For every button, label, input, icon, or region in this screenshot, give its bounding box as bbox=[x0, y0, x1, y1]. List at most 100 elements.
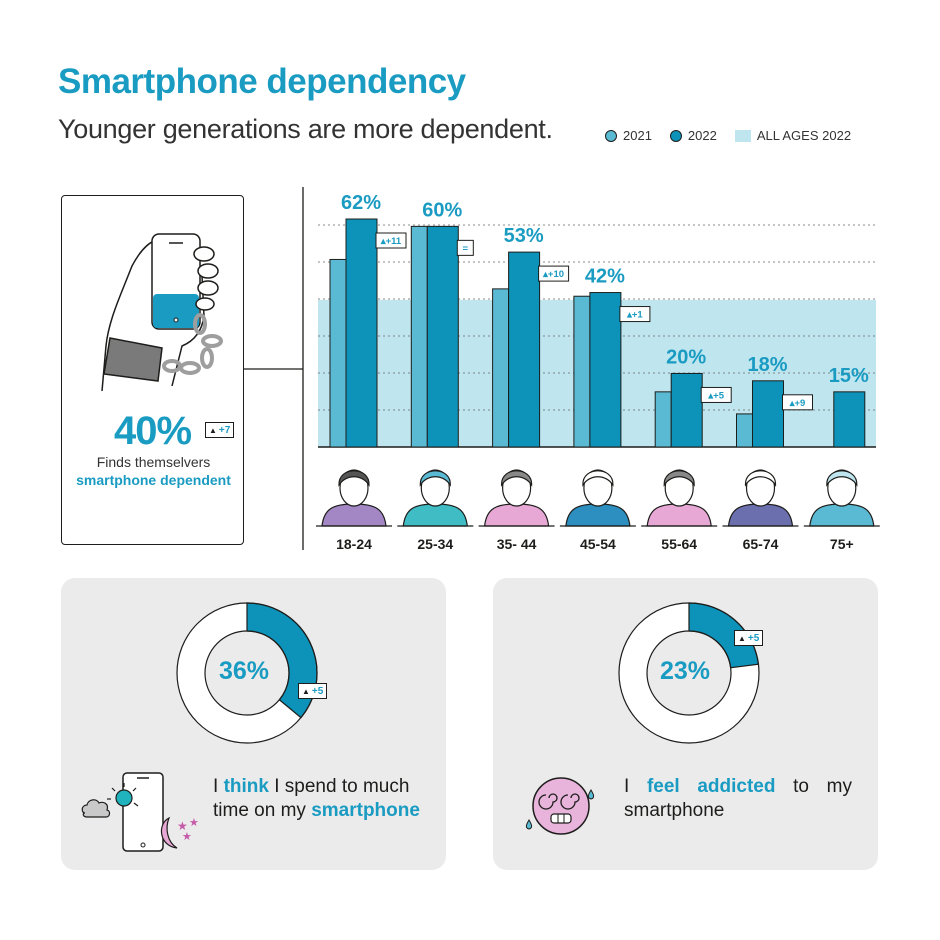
change-badge-text: = bbox=[463, 243, 469, 254]
person-avatar-icon bbox=[483, 503, 550, 527]
legend-label-all-ages: ALL AGES 2022 bbox=[756, 128, 852, 143]
donut-outline bbox=[176, 602, 318, 744]
bar-value-label: 18% bbox=[747, 354, 787, 376]
think-caption-mid: I spend to much time on my bbox=[213, 776, 410, 821]
bar-2022 bbox=[833, 391, 866, 448]
bar-2021 bbox=[736, 413, 753, 448]
bar-2021 bbox=[654, 391, 672, 448]
think-change-badge: ▲ +5 bbox=[298, 683, 328, 699]
bar-2021 bbox=[329, 258, 347, 448]
avatar-face bbox=[420, 469, 450, 507]
bar-value-label: 60% bbox=[422, 199, 462, 221]
legend-label-2022: 2022 bbox=[687, 128, 717, 143]
think-caption: I think I spend to much time on my smart… bbox=[213, 775, 428, 823]
avatar-face bbox=[583, 469, 613, 507]
hero-caption: Finds themselvers bbox=[96, 454, 211, 470]
avatar-face bbox=[664, 469, 694, 507]
addicted-percentage: 23% bbox=[660, 657, 711, 685]
bar-2021 bbox=[492, 288, 510, 448]
legend-swatch-2022 bbox=[669, 129, 682, 142]
category-label: 45-54 bbox=[580, 536, 616, 552]
up-triangle-icon: ▲ bbox=[209, 425, 217, 435]
category-label: 35- 44 bbox=[497, 536, 537, 552]
change-badge bbox=[619, 306, 651, 323]
avatar-hair bbox=[663, 470, 695, 487]
person-avatar-icon bbox=[321, 503, 387, 527]
addicted-caption: I feel addicted to my smartphone bbox=[624, 775, 852, 823]
think-percentage: 36% bbox=[219, 657, 270, 685]
think-caption-bold2: smartphone bbox=[311, 800, 420, 821]
avatar-face bbox=[827, 469, 857, 507]
person-avatar-icon bbox=[809, 503, 875, 527]
avatar-face bbox=[501, 469, 532, 507]
change-badge bbox=[782, 394, 813, 411]
bar-2022 bbox=[589, 292, 622, 448]
bar-2022 bbox=[752, 380, 784, 448]
addicted-change-badge: ▲ +5 bbox=[734, 630, 764, 646]
bar-value-label: 20% bbox=[666, 346, 706, 368]
addicted-caption-bold: feel addicted bbox=[646, 776, 776, 797]
dizzy-face-icon bbox=[525, 777, 595, 835]
bar-2021 bbox=[573, 295, 591, 448]
person-avatar-icon bbox=[565, 503, 631, 527]
bar-2021 bbox=[410, 225, 428, 448]
bar-2022 bbox=[508, 251, 541, 448]
think-caption-bold: think bbox=[223, 776, 269, 797]
category-label: 65-74 bbox=[743, 536, 779, 552]
think-caption-pre: I bbox=[213, 776, 224, 797]
think-change-value: +5 bbox=[311, 685, 324, 697]
avatar-face bbox=[745, 469, 776, 507]
bar-value-label: 15% bbox=[829, 365, 869, 387]
change-badge-text: ▴+5 bbox=[707, 390, 724, 401]
page-subtitle: Younger generations are more dependent. bbox=[58, 114, 553, 144]
category-label: 18-24 bbox=[336, 536, 372, 552]
avatar-hair bbox=[582, 470, 614, 487]
person-avatar-icon bbox=[646, 503, 712, 527]
donut-outline bbox=[618, 602, 760, 744]
addicted-change-value: +5 bbox=[747, 632, 760, 644]
person-avatar-icon bbox=[402, 503, 468, 527]
avatar-face bbox=[339, 469, 369, 507]
category-label: 75+ bbox=[830, 536, 854, 552]
change-badge-text: ▴+1 bbox=[626, 310, 643, 321]
change-badge-text: ▴+10 bbox=[542, 269, 564, 280]
age-group-bar-chart: 62% ▴+11 18-24 60% = 25-34 53% ▴+10 35- 44 42% ▴+1… bbox=[244, 187, 880, 552]
chained-phone-hand-icon bbox=[101, 233, 223, 392]
avatar-hair bbox=[500, 470, 533, 487]
person-avatar-icon bbox=[727, 503, 794, 527]
think-panel: 36% ▲ +5 ★ ★ ★ I think I spend to much t… bbox=[61, 578, 446, 870]
hero-card: 40% ▲ +7 Finds themselvers smartphone de… bbox=[61, 195, 244, 545]
bar-value-label: 62% bbox=[341, 192, 381, 214]
change-badge bbox=[375, 232, 407, 249]
donut-outline bbox=[646, 630, 732, 716]
avatar-hair bbox=[826, 470, 858, 487]
hero-change-badge: ▲ +7 bbox=[205, 422, 235, 438]
avatar-hair bbox=[744, 470, 777, 487]
change-badge bbox=[456, 239, 474, 256]
up-triangle-icon: ▲ bbox=[738, 633, 746, 643]
addicted-panel: 23% ▲ +5 I feel addicted to my smartphon… bbox=[493, 578, 878, 870]
bar-value-label: 42% bbox=[585, 266, 625, 288]
change-badge-text: ▴+9 bbox=[789, 398, 806, 409]
svg-text:★: ★ bbox=[182, 830, 192, 843]
change-badge bbox=[700, 386, 732, 403]
bar-2022 bbox=[670, 372, 703, 448]
hero-percentage: 40% bbox=[114, 409, 192, 453]
bar-value-label: 53% bbox=[504, 225, 544, 247]
category-label: 55-64 bbox=[661, 536, 697, 552]
hero-change-value: +7 bbox=[218, 424, 231, 436]
hero-caption-highlight: smartphone dependent bbox=[76, 472, 231, 488]
page-title: Smartphone dependency bbox=[58, 62, 466, 101]
svg-text:★: ★ bbox=[177, 819, 188, 833]
addicted-caption-post: to my smartphone bbox=[624, 776, 852, 821]
avatar-hair bbox=[338, 470, 370, 487]
bar-2022 bbox=[345, 218, 378, 448]
bar-2022 bbox=[426, 225, 459, 448]
night-phone-icon: ★ ★ ★ bbox=[81, 772, 199, 852]
addicted-donut-chart bbox=[618, 602, 760, 744]
addicted-caption-pre: I bbox=[624, 776, 647, 797]
legend-swatch-all-ages bbox=[734, 129, 751, 142]
up-triangle-icon: ▲ bbox=[302, 686, 310, 696]
chart-legend: 2021 2022 ALL AGES 2022 bbox=[605, 128, 851, 143]
avatar-hair bbox=[419, 470, 451, 487]
